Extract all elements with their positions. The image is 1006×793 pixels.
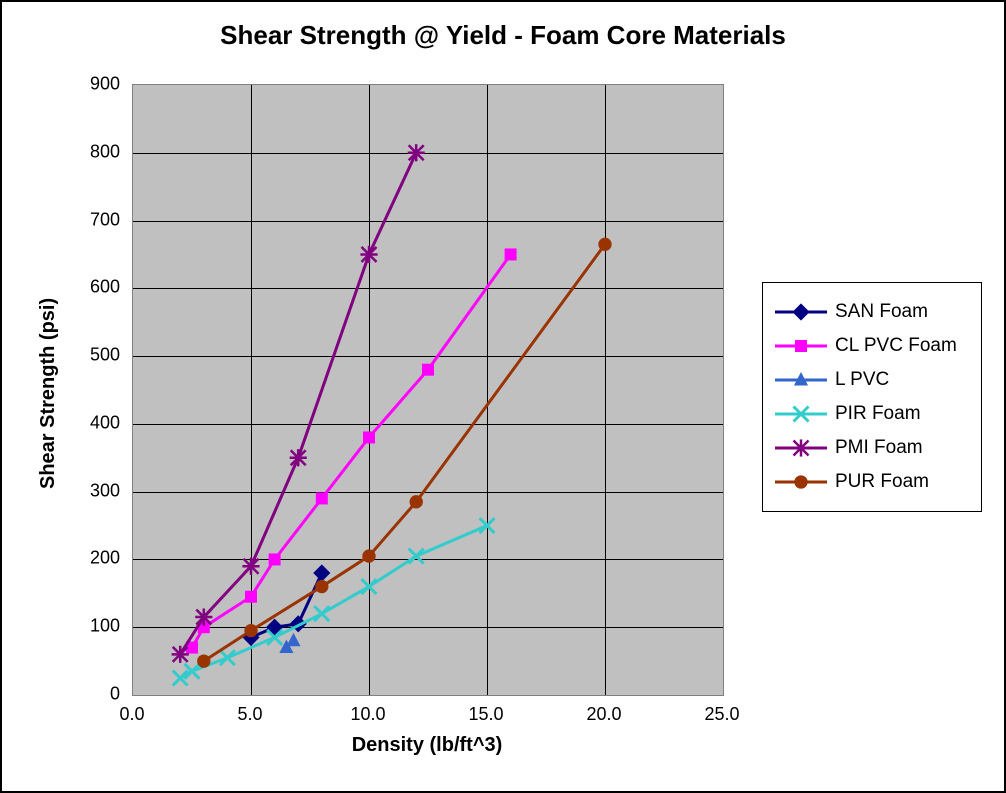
legend-label: SAN Foam: [835, 301, 928, 323]
x-tick-label: 20.0: [586, 704, 621, 725]
x-axis-label: Density (lb/ft^3): [132, 734, 722, 757]
y-tick-label: 0: [70, 684, 120, 705]
legend-swatch: [775, 334, 827, 358]
series-pur-foam: [197, 238, 612, 668]
legend-label: PIR Foam: [835, 403, 921, 425]
y-tick-label: 800: [70, 141, 120, 162]
y-tick-label: 500: [70, 345, 120, 366]
series-l-pvc: [279, 633, 300, 653]
plot-area: [132, 84, 724, 696]
x-tick-label: 10.0: [350, 704, 385, 725]
legend-swatch: [775, 436, 827, 460]
legend-swatch: [775, 368, 827, 392]
x-tick-label: 25.0: [704, 704, 739, 725]
y-axis-label: Shear Strength (psi): [37, 298, 60, 489]
legend: SAN Foam CL PVC Foam L PVC PIR Foam PMI Foam…: [762, 282, 982, 512]
legend-label: CL PVC Foam: [835, 335, 957, 357]
y-tick-label: 600: [70, 277, 120, 298]
chart-title: Shear Strength @ Yield - Foam Core Mater…: [2, 20, 1004, 51]
legend-item: SAN Foam: [775, 295, 967, 329]
series-pir-foam: [173, 518, 495, 686]
legend-item: L PVC: [775, 363, 967, 397]
series-layer: [133, 85, 723, 695]
legend-swatch: [775, 470, 827, 494]
legend-label: PUR Foam: [835, 471, 929, 493]
legend-label: PMI Foam: [835, 437, 923, 459]
y-tick-label: 400: [70, 412, 120, 433]
legend-swatch: [775, 300, 827, 324]
y-tick-label: 900: [70, 74, 120, 95]
legend-swatch: [775, 402, 827, 426]
legend-item: CL PVC Foam: [775, 329, 967, 363]
y-tick-label: 100: [70, 616, 120, 637]
legend-item: PIR Foam: [775, 397, 967, 431]
series-pmi-foam: [172, 144, 425, 663]
x-tick-label: 0.0: [119, 704, 144, 725]
y-tick-label: 200: [70, 548, 120, 569]
x-tick-label: 15.0: [468, 704, 503, 725]
chart-frame: Shear Strength @ Yield - Foam Core Mater…: [0, 0, 1006, 793]
legend-item: PMI Foam: [775, 431, 967, 465]
legend-label: L PVC: [835, 369, 889, 391]
y-tick-label: 300: [70, 480, 120, 501]
y-tick-label: 700: [70, 209, 120, 230]
legend-item: PUR Foam: [775, 465, 967, 499]
x-tick-label: 5.0: [237, 704, 262, 725]
